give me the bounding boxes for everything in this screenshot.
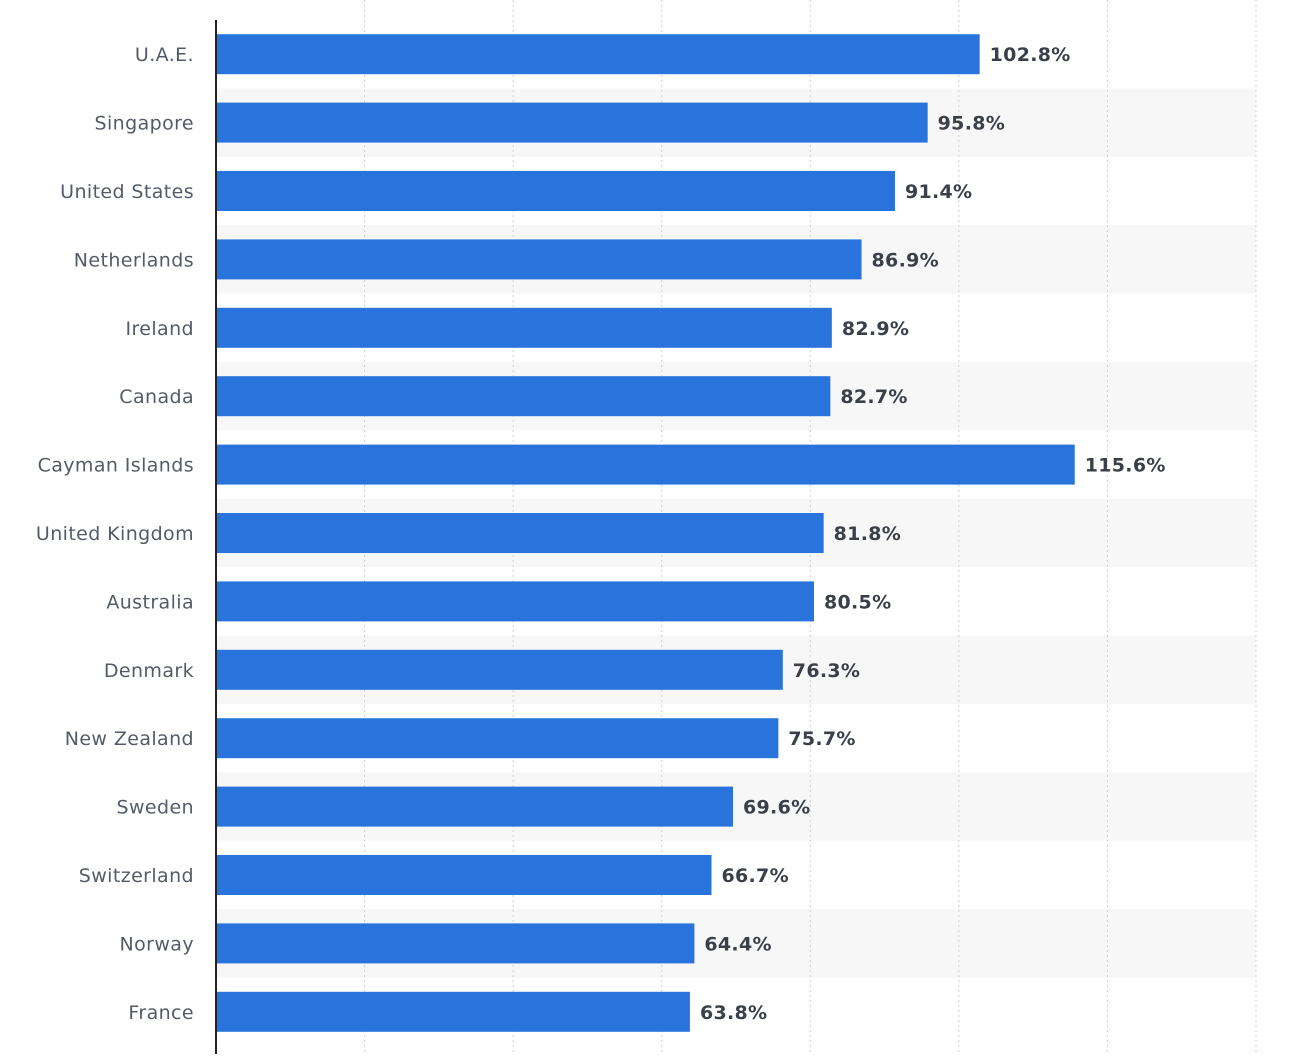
category-label: Norway (120, 933, 194, 955)
value-label: 69.6% (743, 797, 810, 819)
category-label: France (128, 1002, 194, 1024)
value-label: 75.7% (788, 728, 855, 750)
value-labels: 102.8% 95.8% 91.4% 86.9% 82.9% 82.7% 115.6% 81.… (700, 44, 1166, 1024)
bar[interactable] (216, 855, 712, 895)
category-label: Denmark (104, 660, 194, 682)
bar[interactable] (216, 923, 695, 964)
category-label: Australia (106, 591, 194, 613)
category-label: Cayman Islands (38, 455, 194, 477)
value-label: 81.8% (834, 523, 901, 545)
value-label: 63.8% (700, 1002, 767, 1024)
bar[interactable] (216, 307, 832, 348)
value-label: 76.3% (793, 660, 860, 682)
category-label: U.A.E. (135, 44, 194, 66)
bar[interactable] (216, 649, 783, 690)
bar[interactable] (216, 718, 779, 759)
value-label: 82.7% (840, 386, 907, 408)
value-label: 102.8% (990, 44, 1071, 66)
value-label: 95.8% (938, 113, 1005, 135)
category-labels: U.A.E. Singapore United States Netherlands I… (36, 44, 194, 1024)
bar[interactable] (216, 444, 1075, 485)
bar[interactable] (216, 239, 862, 280)
bars (216, 34, 1075, 1032)
category-label: United Kingdom (36, 523, 194, 545)
value-label: 115.6% (1085, 455, 1166, 477)
bar[interactable] (216, 991, 690, 1032)
value-label: 80.5% (824, 591, 891, 613)
value-label: 64.4% (704, 933, 771, 955)
category-label: Switzerland (79, 865, 194, 887)
category-label: Netherlands (74, 249, 194, 271)
bar[interactable] (216, 376, 831, 417)
category-label: Sweden (117, 797, 194, 819)
bar[interactable] (216, 786, 734, 827)
value-label: 82.9% (842, 318, 909, 340)
category-label: Canada (119, 386, 194, 408)
value-label: 86.9% (872, 249, 939, 271)
value-label: 66.7% (721, 865, 788, 887)
category-label: Singapore (95, 113, 194, 135)
bar[interactable] (216, 34, 980, 75)
bar[interactable] (216, 513, 824, 553)
category-label: New Zealand (65, 728, 194, 750)
bar[interactable] (216, 581, 814, 622)
bar[interactable] (216, 102, 928, 143)
category-label: Ireland (125, 318, 194, 340)
value-label: 91.4% (905, 181, 972, 203)
category-label: United States (60, 181, 194, 203)
bar[interactable] (216, 171, 895, 211)
